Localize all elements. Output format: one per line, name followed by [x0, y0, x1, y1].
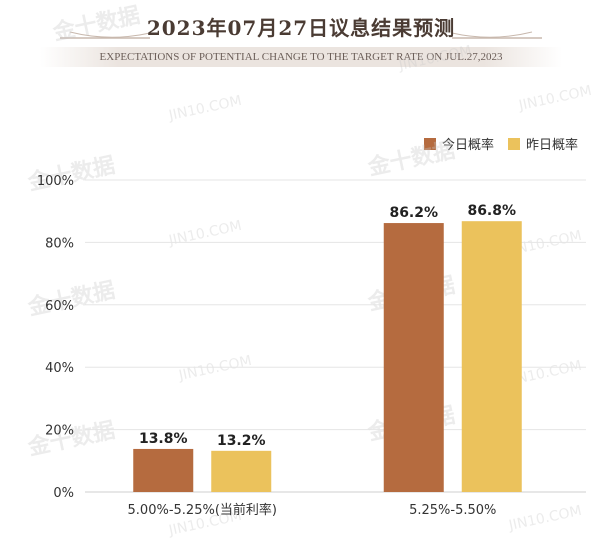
data-label-today-cat0: 13.8% — [139, 431, 188, 447]
title-ornament-lines — [60, 31, 542, 39]
y-tick-label-0: 0% — [53, 486, 74, 501]
subtitle-band — [40, 47, 562, 67]
bars: 13.8% 13.2% 86.2% 86.8% — [133, 203, 522, 492]
watermark-3: JIN10.COM — [517, 83, 594, 114]
y-tick-label-40: 40% — [45, 361, 74, 376]
watermark-10: JIN10.COM — [177, 353, 254, 384]
legend-item-today: 今日概率 — [423, 134, 494, 153]
legend-item-yesterday: 昨日概率 — [507, 134, 578, 153]
x-tick-label-1: 5.25%-5.50% — [409, 503, 496, 518]
x-axis: 5.00%-5.25%(当前利率) 5.25%-5.50% — [128, 502, 497, 518]
legend-swatch-yesterday — [507, 137, 520, 150]
chart-subtitle: EXPECTATIONS OF POTENTIAL CHANGE TO THE … — [99, 51, 503, 63]
x-tick-label-0: 5.00%-5.25%(当前利率) — [128, 502, 277, 518]
watermark-1: JIN10.COM — [397, 43, 474, 74]
legend: 今日概率 昨日概率 — [410, 134, 578, 153]
chart-title: 2023年07月27日议息结果预测 — [146, 16, 456, 40]
bar-yesterday-cat0 — [211, 450, 272, 492]
bar-yesterday-cat1 — [461, 221, 522, 492]
y-tick-label-100: 100% — [37, 174, 74, 189]
y-tick-label-60: 60% — [45, 299, 74, 314]
chart-header: 2023年07月27日议息结果预测 EXPECTATIONS OF POTENT… — [0, 0, 602, 80]
watermark-2: JIN10.COM — [167, 93, 244, 124]
bar-today-cat0 — [133, 448, 194, 492]
watermark-5: 金十数据 — [365, 137, 457, 181]
data-label-yesterday-cat1: 86.8% — [467, 203, 516, 219]
legend-swatch-today — [423, 137, 436, 150]
legend-label-yesterday: 昨日概率 — [525, 138, 578, 153]
y-tick-label-80: 80% — [45, 236, 74, 251]
watermark-15: JIN10.COM — [507, 503, 584, 534]
data-label-today-cat1: 86.2% — [389, 205, 438, 221]
bar-today-cat1 — [383, 223, 444, 492]
watermark-6: JIN10.COM — [167, 218, 244, 249]
watermark-0: 金十数据 — [50, 2, 142, 46]
y-axis: 0% 20% 40% 60% 80% 100% — [37, 174, 74, 501]
legend-label-today: 今日概率 — [441, 138, 494, 153]
y-tick-label-20: 20% — [45, 424, 74, 439]
data-label-yesterday-cat0: 13.2% — [217, 433, 266, 449]
